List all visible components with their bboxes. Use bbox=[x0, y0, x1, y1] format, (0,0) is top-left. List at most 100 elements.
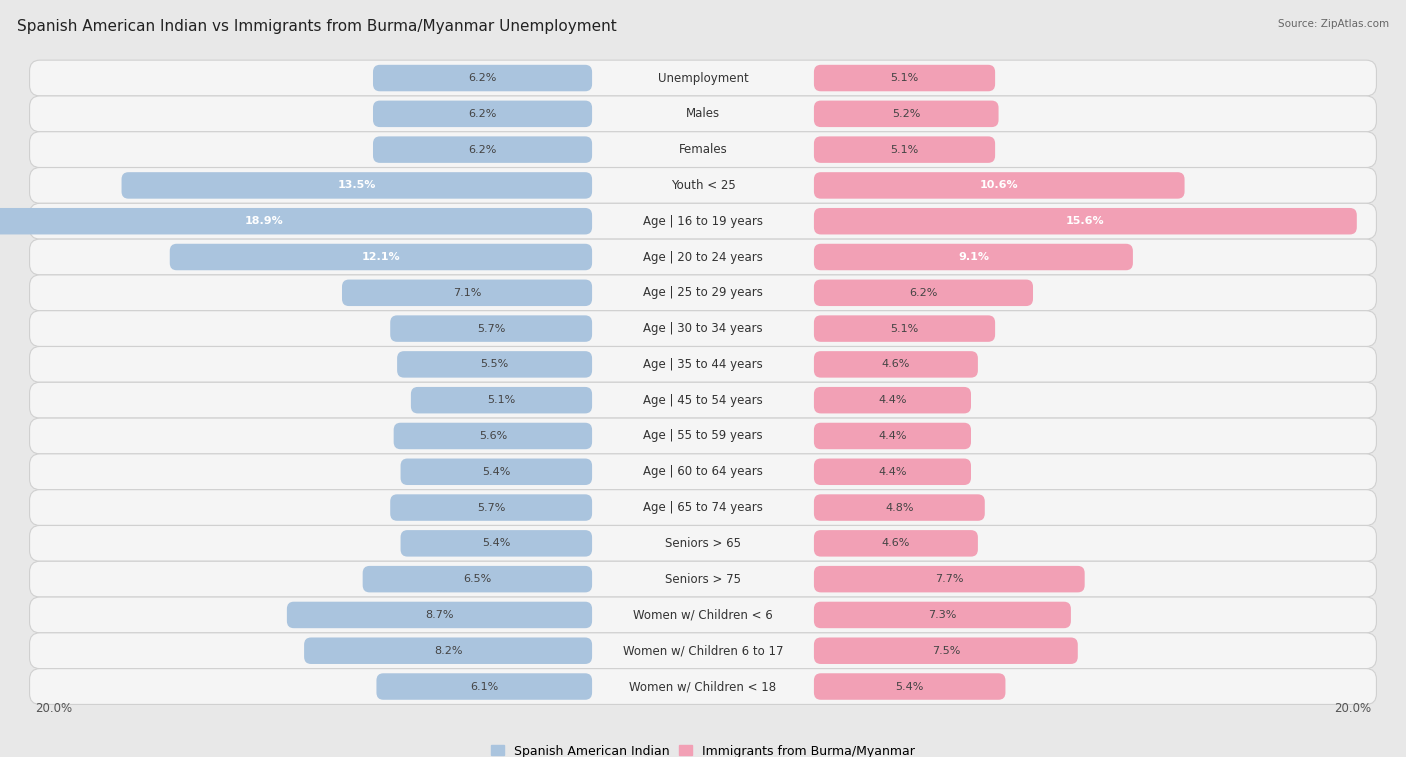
FancyBboxPatch shape bbox=[814, 673, 1005, 699]
FancyBboxPatch shape bbox=[814, 387, 972, 413]
Text: Youth < 25: Youth < 25 bbox=[671, 179, 735, 192]
Text: 5.1%: 5.1% bbox=[488, 395, 516, 405]
FancyBboxPatch shape bbox=[121, 172, 592, 198]
FancyBboxPatch shape bbox=[373, 101, 592, 127]
Text: Spanish American Indian vs Immigrants from Burma/Myanmar Unemployment: Spanish American Indian vs Immigrants fr… bbox=[17, 19, 617, 34]
Text: Age | 35 to 44 years: Age | 35 to 44 years bbox=[643, 358, 763, 371]
FancyBboxPatch shape bbox=[814, 65, 995, 92]
FancyBboxPatch shape bbox=[401, 459, 592, 485]
FancyBboxPatch shape bbox=[30, 310, 1376, 347]
Text: 4.4%: 4.4% bbox=[879, 467, 907, 477]
FancyBboxPatch shape bbox=[30, 668, 1376, 705]
FancyBboxPatch shape bbox=[30, 96, 1376, 132]
Text: 5.4%: 5.4% bbox=[482, 538, 510, 548]
FancyBboxPatch shape bbox=[30, 167, 1376, 204]
Text: Males: Males bbox=[686, 107, 720, 120]
Text: 4.4%: 4.4% bbox=[879, 395, 907, 405]
Text: 5.1%: 5.1% bbox=[890, 323, 918, 334]
FancyBboxPatch shape bbox=[814, 101, 998, 127]
FancyBboxPatch shape bbox=[287, 602, 592, 628]
FancyBboxPatch shape bbox=[30, 418, 1376, 454]
FancyBboxPatch shape bbox=[814, 172, 1185, 198]
Text: Age | 65 to 74 years: Age | 65 to 74 years bbox=[643, 501, 763, 514]
FancyBboxPatch shape bbox=[30, 275, 1376, 310]
Text: Unemployment: Unemployment bbox=[658, 72, 748, 85]
FancyBboxPatch shape bbox=[30, 132, 1376, 167]
FancyBboxPatch shape bbox=[814, 602, 1071, 628]
Text: 20.0%: 20.0% bbox=[1334, 702, 1371, 715]
Text: 4.8%: 4.8% bbox=[886, 503, 914, 512]
FancyBboxPatch shape bbox=[814, 136, 995, 163]
Text: Seniors > 65: Seniors > 65 bbox=[665, 537, 741, 550]
Text: 5.7%: 5.7% bbox=[477, 323, 505, 334]
FancyBboxPatch shape bbox=[394, 422, 592, 449]
Text: Women w/ Children 6 to 17: Women w/ Children 6 to 17 bbox=[623, 644, 783, 657]
FancyBboxPatch shape bbox=[391, 316, 592, 342]
FancyBboxPatch shape bbox=[363, 566, 592, 593]
FancyBboxPatch shape bbox=[814, 279, 1033, 306]
Text: 5.7%: 5.7% bbox=[477, 503, 505, 512]
Text: Source: ZipAtlas.com: Source: ZipAtlas.com bbox=[1278, 19, 1389, 29]
Text: 7.3%: 7.3% bbox=[928, 610, 956, 620]
FancyBboxPatch shape bbox=[814, 208, 1357, 235]
Text: 7.7%: 7.7% bbox=[935, 574, 963, 584]
Text: 7.5%: 7.5% bbox=[932, 646, 960, 656]
FancyBboxPatch shape bbox=[814, 530, 979, 556]
Text: 6.2%: 6.2% bbox=[468, 145, 496, 154]
FancyBboxPatch shape bbox=[30, 60, 1376, 96]
Text: 4.4%: 4.4% bbox=[879, 431, 907, 441]
Text: Age | 55 to 59 years: Age | 55 to 59 years bbox=[643, 429, 763, 443]
Text: Age | 16 to 19 years: Age | 16 to 19 years bbox=[643, 215, 763, 228]
FancyBboxPatch shape bbox=[30, 382, 1376, 418]
Text: 7.1%: 7.1% bbox=[453, 288, 481, 298]
FancyBboxPatch shape bbox=[30, 561, 1376, 597]
Text: 9.1%: 9.1% bbox=[957, 252, 988, 262]
FancyBboxPatch shape bbox=[377, 673, 592, 699]
FancyBboxPatch shape bbox=[814, 422, 972, 449]
Text: 5.4%: 5.4% bbox=[896, 681, 924, 692]
FancyBboxPatch shape bbox=[30, 597, 1376, 633]
FancyBboxPatch shape bbox=[391, 494, 592, 521]
Text: 5.1%: 5.1% bbox=[890, 145, 918, 154]
FancyBboxPatch shape bbox=[304, 637, 592, 664]
Legend: Spanish American Indian, Immigrants from Burma/Myanmar: Spanish American Indian, Immigrants from… bbox=[488, 741, 918, 757]
Text: 5.6%: 5.6% bbox=[479, 431, 508, 441]
FancyBboxPatch shape bbox=[396, 351, 592, 378]
FancyBboxPatch shape bbox=[0, 208, 592, 235]
FancyBboxPatch shape bbox=[30, 490, 1376, 525]
Text: Women w/ Children < 18: Women w/ Children < 18 bbox=[630, 680, 776, 693]
Text: 5.5%: 5.5% bbox=[481, 360, 509, 369]
FancyBboxPatch shape bbox=[30, 633, 1376, 668]
Text: 5.2%: 5.2% bbox=[891, 109, 921, 119]
Text: 6.1%: 6.1% bbox=[470, 681, 498, 692]
Text: Seniors > 75: Seniors > 75 bbox=[665, 572, 741, 586]
FancyBboxPatch shape bbox=[30, 454, 1376, 490]
Text: 5.4%: 5.4% bbox=[482, 467, 510, 477]
Text: 6.2%: 6.2% bbox=[468, 109, 496, 119]
FancyBboxPatch shape bbox=[814, 637, 1078, 664]
Text: Age | 60 to 64 years: Age | 60 to 64 years bbox=[643, 466, 763, 478]
Text: 4.6%: 4.6% bbox=[882, 538, 910, 548]
Text: 8.7%: 8.7% bbox=[425, 610, 454, 620]
Text: Females: Females bbox=[679, 143, 727, 156]
Text: 18.9%: 18.9% bbox=[245, 217, 283, 226]
Text: 15.6%: 15.6% bbox=[1066, 217, 1105, 226]
Text: 6.2%: 6.2% bbox=[910, 288, 938, 298]
Text: Age | 45 to 54 years: Age | 45 to 54 years bbox=[643, 394, 763, 407]
Text: 12.1%: 12.1% bbox=[361, 252, 401, 262]
FancyBboxPatch shape bbox=[814, 459, 972, 485]
Text: Age | 25 to 29 years: Age | 25 to 29 years bbox=[643, 286, 763, 299]
Text: 5.1%: 5.1% bbox=[890, 73, 918, 83]
FancyBboxPatch shape bbox=[814, 316, 995, 342]
FancyBboxPatch shape bbox=[401, 530, 592, 556]
FancyBboxPatch shape bbox=[814, 351, 979, 378]
FancyBboxPatch shape bbox=[373, 65, 592, 92]
Text: 6.2%: 6.2% bbox=[468, 73, 496, 83]
FancyBboxPatch shape bbox=[342, 279, 592, 306]
Text: 20.0%: 20.0% bbox=[35, 702, 72, 715]
Text: 13.5%: 13.5% bbox=[337, 180, 375, 191]
FancyBboxPatch shape bbox=[30, 347, 1376, 382]
Text: 8.2%: 8.2% bbox=[434, 646, 463, 656]
FancyBboxPatch shape bbox=[170, 244, 592, 270]
FancyBboxPatch shape bbox=[373, 136, 592, 163]
